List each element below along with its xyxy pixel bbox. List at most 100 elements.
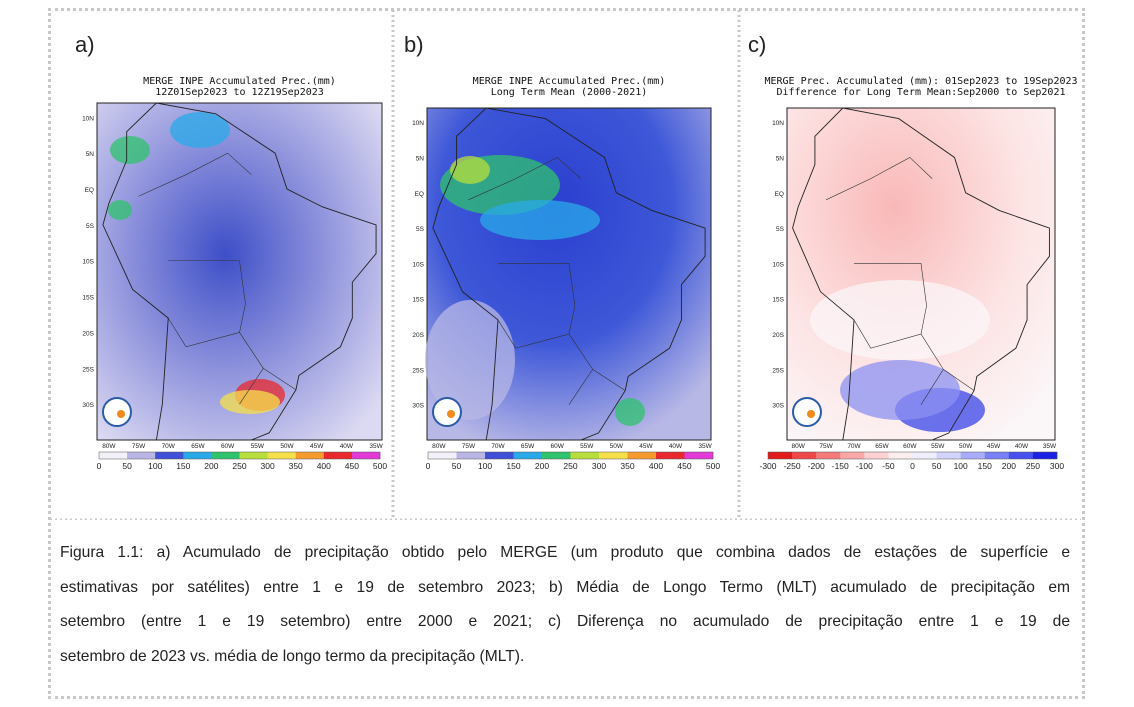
lat-label: 5S: [416, 226, 425, 233]
colorbar-segment: [323, 452, 353, 459]
lat-label: 5N: [86, 151, 95, 158]
colorbar-tick-label: -200: [808, 461, 825, 471]
colorbar-tick-label: -250: [784, 461, 801, 471]
colorbar-segment: [960, 452, 986, 459]
precip-field: [108, 200, 132, 220]
colorbar-segment: [864, 452, 889, 459]
lon-label: 50W: [959, 443, 973, 450]
lat-label: 10S: [82, 259, 94, 266]
lat-label: EQ: [775, 191, 784, 198]
colorbar-tick-label: 250: [232, 461, 246, 471]
panel-label: b): [404, 32, 424, 57]
colorbar-segment: [570, 452, 600, 459]
inpe-logo: [102, 397, 132, 427]
inpe-logo: [432, 397, 462, 427]
inpe-logo-dot: [117, 410, 125, 418]
caption-line: setembro de 2023 vs. média de longo term…: [60, 647, 525, 665]
colorbar-tick-label: 400: [649, 461, 663, 471]
precip-field: [615, 398, 645, 426]
colorbar-segment: [295, 452, 325, 459]
colorbar-tick-label: 300: [261, 461, 275, 471]
lon-label: 40W: [1015, 443, 1029, 450]
country-border: [167, 317, 240, 348]
country-border: [498, 263, 593, 370]
lon-label: 80W: [791, 443, 805, 450]
precip-field: [110, 136, 150, 164]
lon-label: 50W: [280, 443, 294, 450]
colorbar-tick-label: 250: [1026, 461, 1040, 471]
lon-label: 35W: [369, 443, 383, 450]
lat-label: 30S: [412, 403, 424, 410]
lat-label: 15S: [82, 295, 94, 302]
colorbar-segment: [542, 452, 571, 459]
lon-label: 35W: [698, 443, 712, 450]
colorbar-tick-label: 100: [148, 461, 162, 471]
colorbar-tick-label: 300: [592, 461, 606, 471]
colorbar-segment: [211, 452, 240, 459]
colorbar-tick-label: -100: [856, 461, 873, 471]
lat-label: 15S: [772, 297, 784, 304]
colorbar-segment: [627, 452, 657, 459]
precip-field: [810, 280, 990, 360]
caption: Figura 1.1: a) Acumulado de precipitação…: [60, 536, 1070, 674]
colorbar-segment: [656, 452, 685, 459]
lon-label: 55W: [251, 443, 265, 450]
colorbar-tick-label: 200: [535, 461, 549, 471]
colorbar-tick-label: 450: [345, 461, 359, 471]
colorbar-segment: [428, 452, 457, 459]
inpe-logo: [792, 397, 822, 427]
lon-label: 65W: [521, 443, 535, 450]
precip-field: [425, 300, 515, 420]
colorbar-tick-label: -150: [832, 461, 849, 471]
country-border: [853, 319, 922, 349]
colorbar-tick-label: 450: [677, 461, 691, 471]
lon-label: 70W: [491, 443, 505, 450]
colorbar-tick-label: 250: [563, 461, 577, 471]
colorbar-frame: [767, 451, 1058, 460]
lat-label: 20S: [82, 330, 94, 337]
lon-label: 35W: [1043, 443, 1057, 450]
lon-label: 45W: [639, 443, 653, 450]
country-border: [920, 368, 975, 405]
colorbar-segment: [485, 452, 514, 459]
colorbar-segment: [684, 452, 714, 459]
lon-label: 60W: [221, 443, 235, 450]
precip-field: [480, 200, 600, 240]
colorbar-tick-label: 500: [706, 461, 720, 471]
map-title: MERGE Prec. Accumulated (mm): 01Sep2023 …: [764, 76, 1077, 87]
colorbar-tick-label: 0: [97, 461, 102, 471]
lon-label: 45W: [987, 443, 1001, 450]
inpe-logo-dot: [807, 410, 815, 418]
lon-label: 70W: [847, 443, 861, 450]
lon-label: 65W: [191, 443, 205, 450]
lon-label: 70W: [162, 443, 176, 450]
lon-label: 50W: [610, 443, 624, 450]
colorbar-tick-label: 300: [1050, 461, 1064, 471]
map-title: MERGE INPE Accumulated Prec.(mm): [143, 76, 336, 87]
caption-line: Figura 1.1: a) Acumulado de precipitação…: [60, 544, 1070, 561]
figure-frame: [48, 8, 1085, 699]
colorbar-segment: [599, 452, 628, 459]
country-border: [854, 263, 944, 370]
country-border: [468, 157, 582, 201]
lat-label: 10N: [412, 120, 424, 127]
colorbar-tick-label: 200: [204, 461, 218, 471]
precip-field: [170, 112, 230, 148]
lat-label: 20S: [412, 332, 424, 339]
colorbar-tick-label: 350: [289, 461, 303, 471]
colorbar-tick-label: 200: [1002, 461, 1016, 471]
colorbar-tick-label: 150: [176, 461, 190, 471]
colorbar-tick-label: 150: [978, 461, 992, 471]
lon-label: 55W: [931, 443, 945, 450]
colorbar-tick-label: 0: [426, 461, 431, 471]
colorbar-segment: [99, 452, 128, 459]
lon-label: 40W: [669, 443, 683, 450]
country-border: [168, 260, 264, 369]
colorbar-segment: [888, 452, 913, 459]
colorbar-frame: [98, 451, 381, 460]
lon-label: 75W: [462, 443, 476, 450]
lat-label: 5S: [776, 226, 785, 233]
colorbar-segment: [984, 452, 1010, 459]
precip-field: [220, 390, 280, 414]
